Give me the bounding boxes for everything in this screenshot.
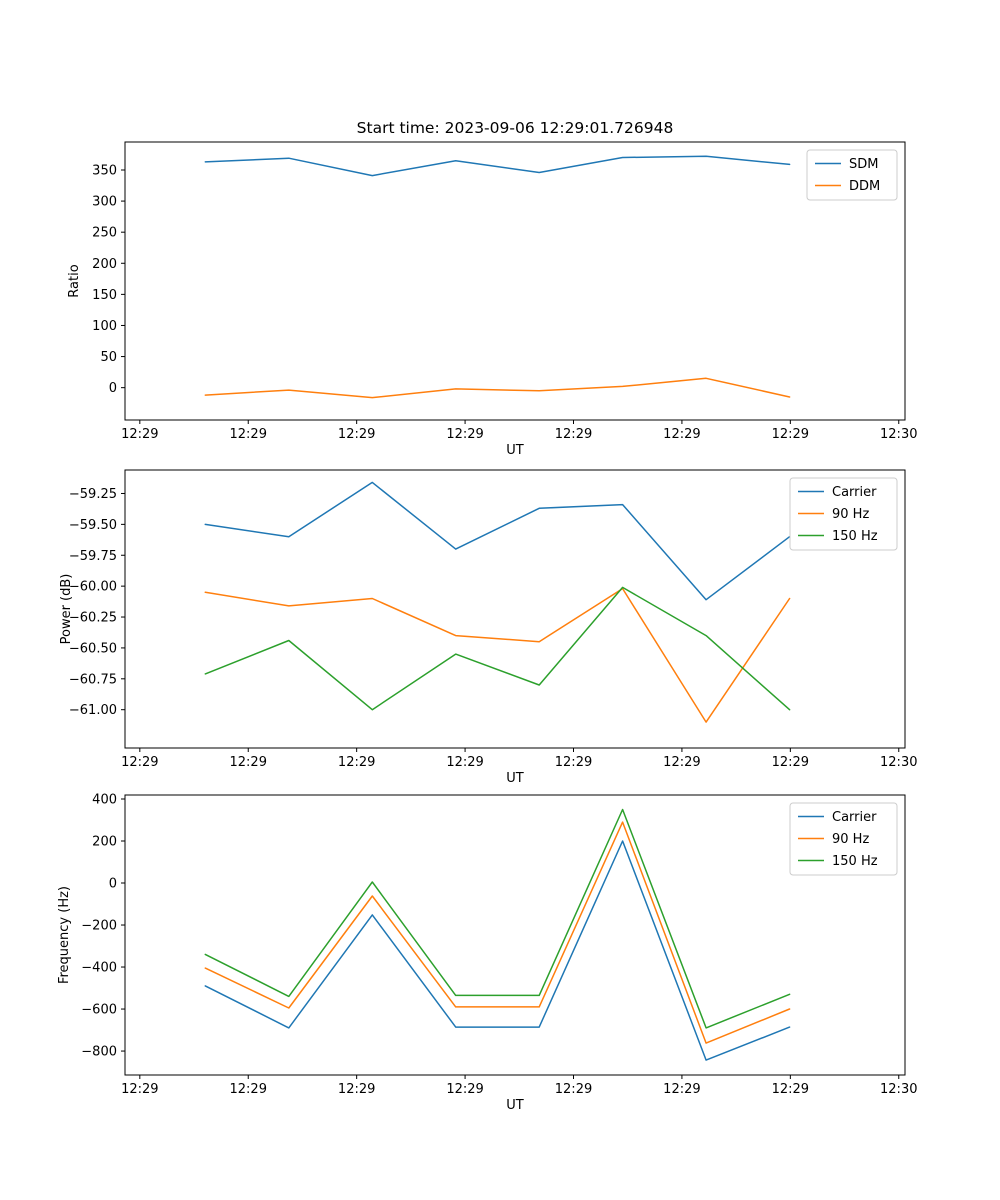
x-tick-label: 12:29: [446, 755, 483, 770]
x-tick-label: 12:29: [338, 427, 375, 442]
x-tick-label: 12:29: [663, 427, 700, 442]
legend-box: [806, 149, 898, 201]
series-line-150-hz: [204, 586, 791, 711]
x-tick-label: 12:29: [121, 1082, 158, 1097]
x-tick-label: 12:29: [772, 755, 809, 770]
legend-label: 150 Hz: [832, 854, 878, 869]
y-tick-label: −400: [81, 961, 117, 976]
plot-0: Start time: 2023-09-06 12:29:01.726948 0 5…: [67, 119, 917, 458]
y-tick-label: 400: [92, 792, 117, 807]
x-tick-label: 12:29: [230, 427, 267, 442]
y-tick-label: 200: [92, 257, 117, 272]
y-tick-label: −800: [81, 1045, 117, 1060]
x-tick-label: 12:30: [880, 755, 917, 770]
legend-label: Carrier: [832, 485, 877, 500]
y-tick-label: −61.00: [69, 703, 117, 718]
legend-box: [789, 802, 898, 876]
plot-frame: [124, 794, 906, 1076]
y-tick-label: 100: [92, 319, 117, 334]
y-tick-label: 250: [92, 226, 117, 241]
y-tick-label: 200: [92, 835, 117, 850]
y-tick-label: −60.75: [69, 672, 117, 687]
y-tick-label: 350: [92, 163, 117, 178]
y-tick-label: −600: [81, 1003, 117, 1018]
x-tick-label: 12:29: [772, 427, 809, 442]
series-line-90-hz: [204, 587, 791, 723]
legend-label: 90 Hz: [832, 507, 869, 522]
legend: Carrier 90 Hz 150 Hz: [789, 477, 898, 551]
y-axis-label: Ratio: [67, 264, 82, 297]
series-line-sdm: [204, 155, 791, 177]
plot-frame: [124, 141, 906, 421]
legend: Carrier 90 Hz 150 Hz: [789, 802, 898, 876]
legend-label: DDM: [849, 179, 880, 194]
plot-1: −61.00 −60.75 −60.50 −60.25 −60.00 −59.75 −59.…: [59, 469, 917, 786]
series-line-carrier: [204, 481, 791, 601]
x-tick-label: 12:30: [880, 427, 917, 442]
y-tick-label: −200: [81, 919, 117, 934]
x-tick-label: 12:29: [663, 755, 700, 770]
x-axis-label: UT: [506, 443, 524, 458]
x-tick-label: 12:29: [338, 755, 375, 770]
x-tick-label: 12:29: [555, 427, 592, 442]
y-tick-label: 0: [109, 381, 117, 396]
y-axis-label: Frequency (Hz): [57, 886, 72, 984]
x-tick-label: 12:29: [555, 755, 592, 770]
x-tick-label: 12:29: [338, 1082, 375, 1097]
legend: SDM DDM: [806, 149, 898, 201]
y-tick-label: 300: [92, 195, 117, 210]
series-line-150-hz: [204, 808, 791, 1029]
y-tick-label: 150: [92, 288, 117, 303]
series-line-90-hz: [204, 821, 791, 1044]
x-tick-label: 12:29: [446, 427, 483, 442]
y-tick-label: −60.50: [69, 641, 117, 656]
y-tick-label: −59.50: [69, 518, 117, 533]
series-line-carrier: [204, 840, 791, 1061]
y-axis-label: Power (dB): [59, 574, 74, 645]
y-tick-label: −60.25: [69, 611, 117, 626]
x-tick-label: 12:29: [121, 755, 158, 770]
legend-label: 150 Hz: [832, 529, 878, 544]
x-tick-label: 12:29: [555, 1082, 592, 1097]
legend-box: [789, 477, 898, 551]
x-tick-label: 12:29: [663, 1082, 700, 1097]
x-axis-label: UT: [506, 771, 524, 786]
y-tick-label: −60.00: [69, 580, 117, 595]
x-tick-label: 12:29: [230, 755, 267, 770]
figure-title: Start time: 2023-09-06 12:29:01.726948: [357, 119, 674, 137]
y-tick-label: −59.25: [69, 487, 117, 502]
x-tick-label: 12:29: [446, 1082, 483, 1097]
x-tick-label: 12:29: [230, 1082, 267, 1097]
plot-2: −800 −600 −400 −200 0 200 400 12:29 12:29 12:29 12…: [57, 792, 917, 1113]
x-tick-label: 12:29: [772, 1082, 809, 1097]
x-axis-label: UT: [506, 1098, 524, 1113]
plot-frame: [124, 469, 906, 749]
y-tick-label: −59.75: [69, 549, 117, 564]
x-tick-label: 12:30: [880, 1082, 917, 1097]
series-line-ddm: [204, 377, 791, 399]
legend-label: SDM: [849, 157, 878, 172]
y-tick-label: 0: [109, 877, 117, 892]
x-tick-label: 12:29: [121, 427, 158, 442]
legend-label: 90 Hz: [832, 832, 869, 847]
legend-label: Carrier: [832, 810, 877, 825]
y-tick-label: 50: [100, 350, 117, 365]
